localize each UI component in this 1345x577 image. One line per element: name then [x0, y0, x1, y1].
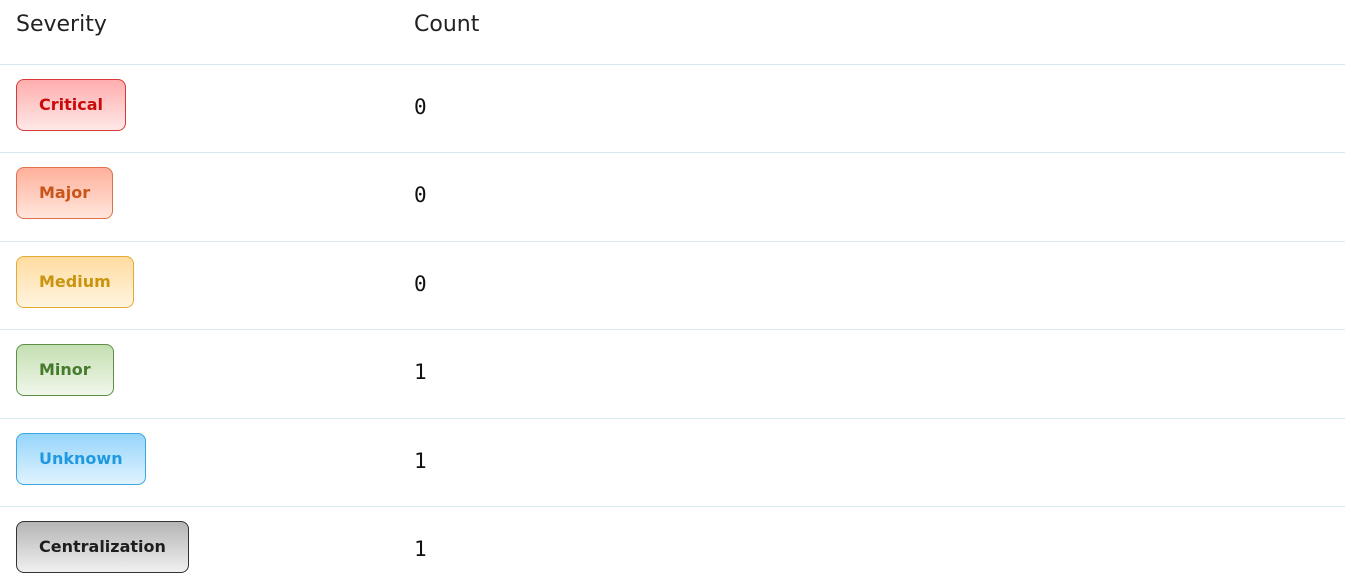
severity-badge: Unknown [16, 432, 146, 485]
severity-badge: Critical [16, 79, 127, 131]
count-cell: 1 [414, 537, 427, 561]
row-divider [0, 329, 1345, 331]
count-cell: 0 [414, 183, 427, 208]
row-divider [0, 417, 1345, 419]
count-cell: 1 [414, 360, 427, 385]
row-divider [0, 152, 1345, 154]
row-divider [0, 64, 1345, 65]
severity-badge: Major [16, 167, 114, 220]
severity-header: Severity [16, 12, 107, 37]
count-header: Count [414, 12, 480, 37]
row-divider [0, 506, 1345, 507]
count-cell: 0 [414, 95, 427, 119]
row-divider [0, 240, 1345, 242]
count-cell: 1 [414, 448, 427, 473]
severity-badge: Medium [16, 255, 134, 308]
count-cell: 0 [414, 271, 427, 296]
severity-badge: Minor [16, 344, 114, 397]
severity-badge: Centralization [16, 521, 189, 573]
